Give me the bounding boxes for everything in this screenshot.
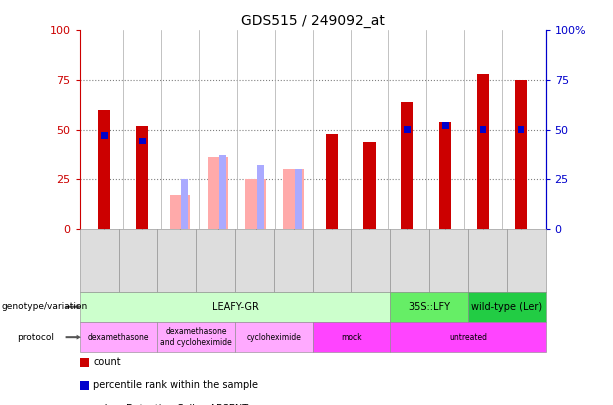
Bar: [442, 122, 449, 129]
Text: genotype/variation: genotype/variation: [1, 302, 88, 311]
Text: wild-type (Ler): wild-type (Ler): [471, 302, 543, 312]
Text: percentile rank within the sample: percentile rank within the sample: [93, 380, 258, 390]
Bar: [402, 102, 413, 229]
Bar: [101, 132, 108, 139]
Bar: [439, 122, 451, 229]
Bar: [515, 126, 527, 229]
Text: dexamethasone: dexamethasone: [88, 333, 149, 342]
Bar: [136, 138, 148, 229]
Bar: [136, 126, 148, 229]
Bar: [326, 134, 338, 229]
Bar: [439, 126, 451, 229]
Bar: [477, 126, 489, 229]
Bar: [257, 165, 264, 229]
Text: protocol: protocol: [17, 333, 54, 342]
Title: GDS515 / 249092_at: GDS515 / 249092_at: [241, 14, 384, 28]
Text: 35S::LFY: 35S::LFY: [408, 302, 450, 312]
Bar: [245, 179, 266, 229]
Bar: [208, 158, 229, 229]
Text: count: count: [93, 357, 121, 367]
Text: mock: mock: [341, 333, 362, 342]
Bar: [479, 126, 487, 132]
Bar: [404, 126, 411, 132]
Bar: [181, 179, 188, 229]
Text: value, Detection Call = ABSENT: value, Detection Call = ABSENT: [93, 404, 248, 405]
Text: LEAFY-GR: LEAFY-GR: [211, 302, 259, 312]
Text: untreated: untreated: [449, 333, 487, 342]
Bar: [402, 126, 413, 229]
Text: cycloheximide: cycloheximide: [246, 333, 301, 342]
Bar: [517, 126, 524, 132]
Bar: [170, 195, 191, 229]
Bar: [364, 141, 376, 229]
Bar: [98, 110, 110, 229]
Bar: [477, 74, 489, 229]
Bar: [98, 132, 110, 229]
Bar: [515, 80, 527, 229]
Bar: [295, 169, 302, 229]
Bar: [139, 138, 146, 145]
Bar: [283, 169, 304, 229]
Text: dexamethasone
and cycloheximide: dexamethasone and cycloheximide: [160, 328, 232, 347]
Bar: [219, 156, 226, 229]
